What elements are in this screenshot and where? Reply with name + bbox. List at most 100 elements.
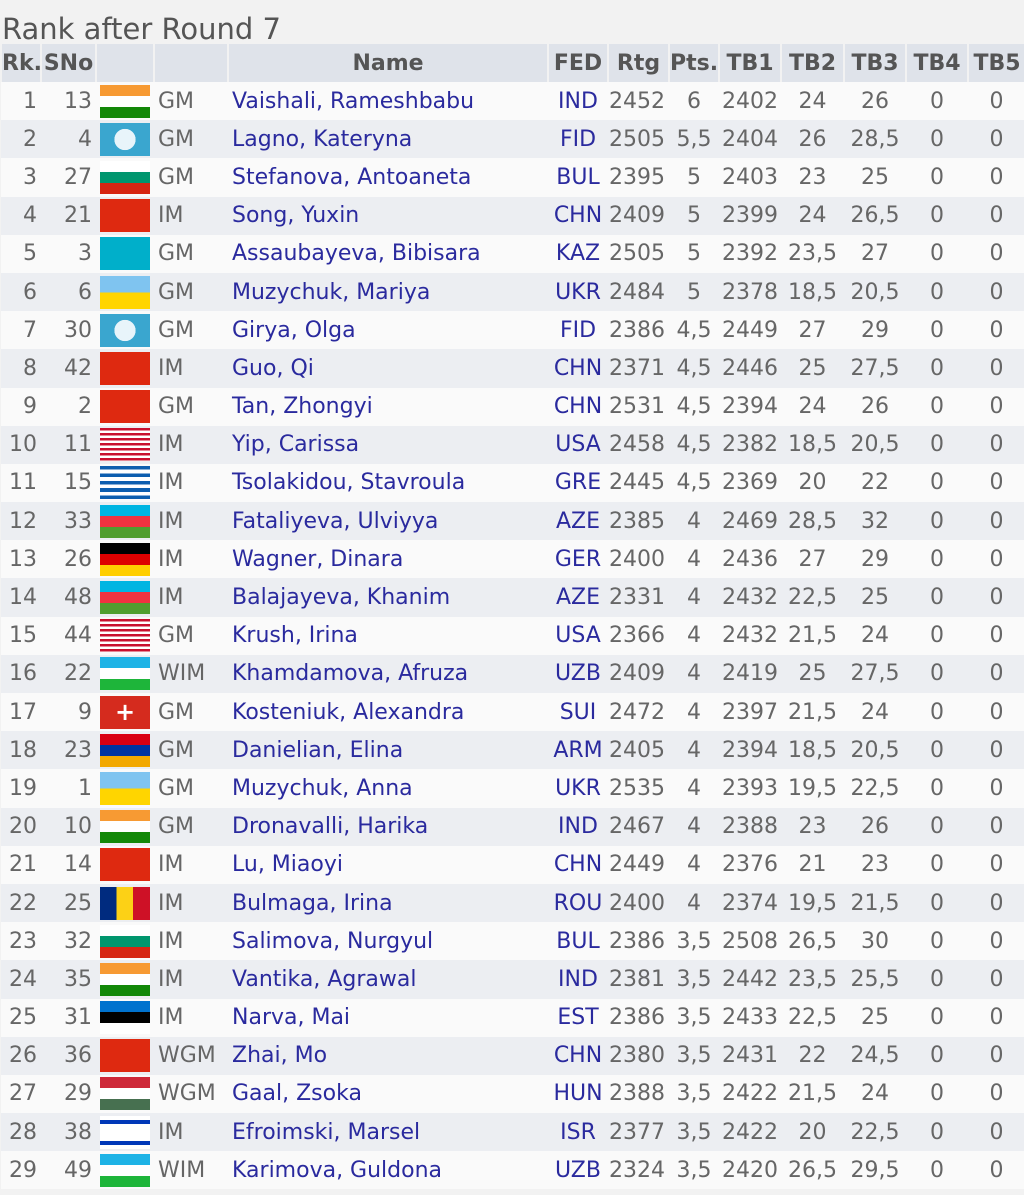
player-link[interactable]: Yip, Carissa: [232, 432, 360, 458]
rank-cell: 15: [1, 616, 41, 655]
player-link[interactable]: Lu, Miaoyi: [232, 852, 343, 878]
player-link[interactable]: Vaishali, Rameshbabu: [232, 88, 475, 114]
player-link[interactable]: Wagner, Dinara: [232, 546, 404, 572]
rank-cell: 24: [1, 960, 41, 999]
tb4-cell: 0: [906, 311, 968, 350]
flag-icon: [100, 657, 150, 691]
title-cell: IM: [154, 998, 228, 1037]
table-row: 13 26 IM Wagner, Dinara GER 2400 4 2436 27 29 0 0: [1, 540, 1024, 579]
federation-cell: ROU: [548, 883, 608, 923]
rank-cell: 23: [1, 922, 41, 961]
table-row: 9 2 GM Tan, Zhongyi CHN 2531 4,5 2394 24 26 0 0: [1, 387, 1024, 426]
flag-cell: [96, 769, 154, 808]
tb3-cell: 26: [844, 82, 906, 121]
flag-cell: [96, 463, 154, 503]
player-link[interactable]: Danielian, Elina: [232, 737, 404, 763]
name-cell: Song, Yuxin: [228, 196, 548, 235]
player-link[interactable]: Girya, Olga: [232, 317, 356, 343]
federation-link[interactable]: USA: [555, 432, 601, 458]
federation-link[interactable]: IND: [558, 88, 598, 114]
player-link[interactable]: Fataliyeva, Ulviyya: [232, 508, 439, 534]
federation-link[interactable]: UZB: [555, 1157, 601, 1183]
points-cell: 4,5: [669, 349, 719, 388]
tb4-cell: 0: [906, 960, 968, 999]
tb1-cell: 2392: [719, 234, 781, 273]
points-cell: 3,5: [669, 922, 719, 961]
player-link[interactable]: Balajayeva, Khanim: [232, 585, 451, 611]
player-link[interactable]: Tsolakidou, Stavroula: [232, 470, 466, 496]
player-link[interactable]: Salimova, Nurgyul: [232, 928, 434, 954]
start-number-cell: 30: [41, 311, 96, 350]
federation-link[interactable]: EST: [557, 1005, 599, 1031]
federation-link[interactable]: ISR: [560, 1119, 596, 1145]
federation-link[interactable]: UZB: [555, 661, 601, 687]
player-link[interactable]: Muzychuk, Mariya: [232, 279, 431, 305]
player-link[interactable]: Muzychuk, Anna: [232, 775, 413, 801]
tb5-cell: 0: [968, 883, 1024, 923]
federation-link[interactable]: FID: [559, 317, 597, 343]
federation-link[interactable]: CHN: [553, 355, 603, 381]
tb5-cell: 0: [968, 922, 1024, 961]
player-link[interactable]: Song, Yuxin: [232, 203, 360, 229]
rating-cell: 2386: [608, 311, 669, 350]
federation-link[interactable]: CHN: [553, 852, 603, 878]
title-cell: GM: [154, 807, 228, 846]
start-number-cell: 23: [41, 731, 96, 770]
player-link[interactable]: Khamdamova, Afruza: [232, 661, 469, 687]
federation-link[interactable]: AZE: [555, 585, 601, 611]
federation-link[interactable]: BUL: [556, 164, 600, 190]
tb1-cell: 2469: [719, 502, 781, 541]
federation-link[interactable]: AZE: [555, 508, 601, 534]
flag-cell: [96, 196, 154, 235]
federation-link[interactable]: FID: [559, 126, 597, 152]
federation-link[interactable]: SUI: [559, 699, 597, 725]
table-row: 28 38 IM Efroimski, Marsel ISR 2377 3,5 2422 20 2…: [1, 1113, 1024, 1152]
federation-link[interactable]: CHN: [553, 394, 603, 420]
flag-icon: [100, 122, 150, 156]
player-link[interactable]: Narva, Mai: [232, 1005, 351, 1031]
player-link[interactable]: Krush, Irina: [232, 623, 358, 649]
tb2-cell: 23,5: [781, 234, 844, 273]
tb4-cell: 0: [906, 158, 968, 197]
federation-link[interactable]: USA: [555, 623, 601, 649]
player-link[interactable]: Bulmaga, Irina: [232, 890, 393, 916]
player-link[interactable]: Tan, Zhongyi: [232, 394, 373, 420]
federation-link[interactable]: CHN: [553, 1043, 603, 1069]
player-link[interactable]: Guo, Qi: [232, 355, 314, 381]
federation-link[interactable]: ARM: [553, 737, 603, 763]
player-link[interactable]: Efroimski, Marsel: [232, 1119, 421, 1145]
federation-link[interactable]: KAZ: [555, 241, 601, 267]
federation-link[interactable]: GRE: [554, 470, 602, 496]
player-link[interactable]: Kosteniuk, Alexandra: [232, 699, 465, 725]
points-cell: 4: [669, 769, 719, 808]
player-link[interactable]: Dronavalli, Harika: [232, 814, 429, 840]
player-link[interactable]: Karimova, Guldona: [232, 1157, 443, 1183]
name-cell: Zhai, Mo: [228, 1036, 548, 1075]
title-cell: GM: [154, 272, 228, 312]
player-link[interactable]: Vantika, Agrawal: [232, 966, 417, 992]
federation-link[interactable]: BUL: [556, 928, 600, 954]
title-cell: GM: [154, 120, 228, 159]
player-link[interactable]: Stefanova, Antoaneta: [232, 164, 472, 190]
federation-link[interactable]: IND: [558, 814, 598, 840]
flag-icon: [100, 1153, 150, 1187]
federation-link[interactable]: UKR: [555, 775, 601, 801]
federation-link[interactable]: UKR: [555, 279, 601, 305]
federation-link[interactable]: CHN: [553, 203, 603, 229]
player-link[interactable]: Zhai, Mo: [232, 1043, 328, 1069]
name-cell: Wagner, Dinara: [228, 540, 548, 579]
tb1-cell: 2446: [719, 349, 781, 388]
flag-icon: [100, 733, 150, 767]
federation-link[interactable]: ROU: [553, 890, 603, 916]
federation-link[interactable]: HUN: [553, 1081, 603, 1107]
player-link[interactable]: Gaal, Zsoka: [232, 1081, 362, 1107]
federation-link[interactable]: GER: [554, 546, 602, 572]
player-link[interactable]: Assaubayeva, Bibisara: [232, 241, 481, 267]
flag-icon: [100, 886, 150, 920]
rank-cell: 6: [1, 272, 41, 312]
player-link[interactable]: Lagno, Kateryna: [232, 126, 413, 152]
name-cell: Girya, Olga: [228, 311, 548, 350]
tb3-cell: 20,5: [844, 731, 906, 770]
tb4-cell: 0: [906, 578, 968, 617]
federation-link[interactable]: IND: [558, 966, 598, 992]
